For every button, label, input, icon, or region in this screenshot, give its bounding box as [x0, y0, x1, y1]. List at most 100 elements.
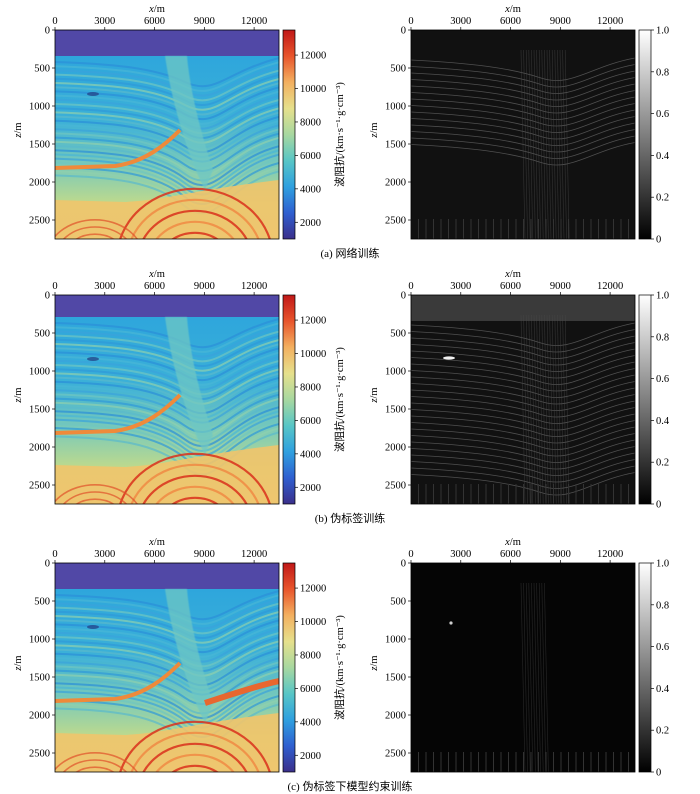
r1-right-colorbar-tick-label: 1.0: [656, 291, 669, 302]
r2-left-ytick-label: 1500: [29, 673, 50, 684]
r0-right-vertical-noise: [520, 49, 526, 239]
r0-right-xlabel: x/m: [504, 4, 521, 15]
r2-left-deep-arc: [55, 752, 139, 772]
r1-left-xtick-label: 0: [52, 281, 57, 292]
r1-right-ytick-label: 500: [390, 329, 406, 340]
r1-right-error-streak: [411, 407, 635, 431]
r1-right-error-streak: [411, 433, 635, 457]
r2-right-vertical-noise: [528, 582, 534, 772]
r2-left-deep-arc: [167, 777, 223, 794]
r2-right-vertical-noise: [536, 582, 541, 772]
r1-right-vertical-noise: [536, 314, 541, 504]
r1-left-colorbar-label: 波阻抗/(km·s⁻¹·g·cm⁻³): [333, 347, 346, 452]
r1-right-vertical-noise: [549, 314, 554, 504]
r0-right-vertical-noise: [533, 49, 539, 239]
r1-right-vertical-noise: [520, 314, 526, 504]
r0-left-xlabel: x/m: [148, 4, 165, 15]
r1-right-ylabel-var: z: [369, 399, 380, 404]
r1-left-deep-arc: [73, 506, 117, 524]
r2-right-ylabel-var: z: [369, 667, 380, 672]
r1-left-deep-arc: [75, 498, 115, 504]
r1-left-colorbar-tick-label: 2000: [300, 483, 321, 494]
r2-left-xtick-label: 12000: [241, 549, 267, 560]
r0-right-vertical-noise: [525, 49, 531, 239]
r2-left-colorbar-tick-label: 4000: [300, 717, 321, 728]
r1-right-error-streak: [411, 342, 635, 366]
r1-right-vertical-noise: [551, 314, 557, 504]
r1-left-colorbar-tick-label: 10000: [300, 349, 326, 360]
r2-right-colorbar-tick-label: 0.2: [656, 726, 669, 737]
r0-left-ytick-label: 2000: [29, 178, 50, 189]
r2-right-xtick-label: 9000: [550, 549, 571, 560]
r2-left-marker-bed: [55, 661, 182, 703]
r0-left-colorbar-tick-label: 8000: [300, 117, 321, 128]
r2-right-vertical-noise: [520, 582, 526, 772]
r1-left-deep-arc: [130, 463, 260, 504]
r0-right-vertical-noise: [544, 49, 549, 239]
r1-right-vertical-noise: [544, 314, 549, 504]
r2-right-vertical-noise: [525, 582, 531, 772]
r0-left-anomaly: [87, 92, 99, 96]
r1-right-vertical-noise: [525, 314, 531, 504]
r0-left-layer-stripe: [55, 115, 279, 154]
r0-left-deep-arc: [167, 244, 223, 269]
r0-left-deep-arc: [155, 220, 235, 239]
r1-left-colorbar: [282, 294, 296, 505]
r1-left-layer-stripe: [55, 402, 279, 443]
r2-left-xtick-label: 9000: [194, 549, 215, 560]
r1-right-vertical-noise: [538, 314, 544, 504]
r0-left-ytick-label: 1500: [29, 140, 50, 151]
r1-left-ytick-label: 0: [45, 291, 50, 302]
r1-left-ytick-label: 2500: [29, 481, 50, 492]
r0-left-colorbar-label: 波阻抗/(km·s⁻¹·g·cm⁻³): [333, 82, 346, 187]
r1-left-deep-arc: [171, 496, 219, 504]
r2-right-ytick-label: 1500: [385, 673, 406, 684]
r0-right-colorbar: [638, 29, 652, 240]
r0-right-xtick-label: 12000: [597, 16, 623, 27]
r2-right-colorbar-tick-label: 0.8: [656, 600, 669, 611]
r0-right-frame: [410, 29, 636, 240]
r2-right-ytick-label: 2500: [385, 749, 406, 760]
r1-left-deep-arc: [155, 485, 235, 504]
impedance-panel: 0 3000 6000 9000 1200005001000150020002500x/…: [13, 269, 346, 524]
r0-right-error-streak: [411, 83, 635, 107]
r0-right-vertical-noise: [551, 49, 557, 239]
r1-right-xtick-label: 9000: [550, 281, 571, 292]
r2-left-deep-arc: [171, 764, 219, 772]
r0-right-colorbar-tick-label: 1.0: [656, 26, 669, 37]
r2-left-colorbar-tick-label: 6000: [300, 684, 321, 695]
r0-right-xtick-label: 6000: [500, 16, 521, 27]
r1-left-layer-stripe: [55, 393, 279, 433]
r2-left-layer-stripe: [55, 669, 279, 710]
r0-left-ylabel-unit: /m: [13, 122, 24, 133]
r0-right-error-streak: [411, 57, 635, 81]
r1-right-xlabel-var: x: [504, 269, 510, 280]
r2-left-layer-stripe: [55, 665, 279, 705]
r0-left-layer-stripe: [55, 124, 279, 163]
r0-left-deep-arc: [73, 241, 117, 259]
r0-left-colorbar-tick-label: 10000: [300, 84, 326, 95]
r2-right-frame: [410, 562, 636, 773]
r0-right-ytick-label: 2000: [385, 178, 406, 189]
r2-left-ytick-label: 0: [45, 559, 50, 570]
r1-right-xlabel: x/m: [504, 269, 521, 280]
r1-left-marker-bed: [55, 393, 182, 435]
r2-right-xlabel: x/m: [504, 537, 521, 548]
r0-left-ytick-label: 2500: [29, 216, 50, 227]
r0-left-layer-stripe: [55, 136, 279, 177]
r1-right-xtick-label: 6000: [500, 281, 521, 292]
r2-left-deep-zone: [55, 713, 279, 772]
r1-right-colorbar-tick-label: 0.8: [656, 332, 669, 343]
subfigure-caption: (c) 伪标签下模型约束训练: [288, 779, 413, 793]
r2-left-colorbar-tick-label: 10000: [300, 617, 326, 628]
r2-left-deep-arc: [73, 774, 117, 792]
r2-left-ylabel: z/m: [13, 655, 24, 671]
r0-right-vertical-noise: [559, 49, 565, 239]
r0-left-xtick-label: 3000: [94, 16, 115, 27]
figure-row-a: 0 3000 6000 9000 1200005001000150020002500x/…: [13, 4, 670, 269]
r0-right-vertical-noise: [564, 49, 570, 239]
r1-left-layer-stripe: [55, 381, 279, 419]
r2-right-xtick-label: 6000: [500, 549, 521, 560]
r1-left-deep-arc: [142, 474, 248, 504]
r1-left-layer-stripe: [55, 389, 279, 429]
